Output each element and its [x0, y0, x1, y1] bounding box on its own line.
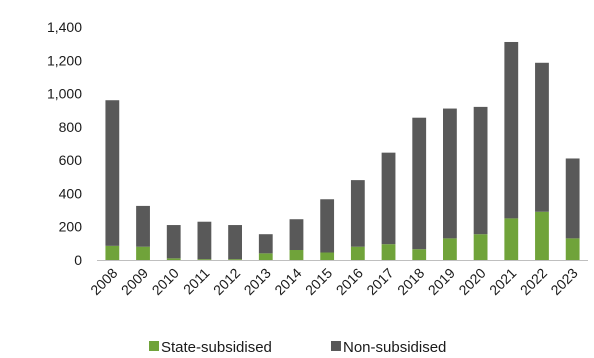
bar-non-subsidised-2014	[289, 219, 304, 251]
x-tick-label: 2008	[87, 265, 120, 298]
x-tick-label: 2012	[210, 265, 243, 298]
bar-non-subsidised-2019	[443, 108, 457, 239]
x-tick-label: 2014	[271, 265, 304, 298]
bar-non-subsidised-2009	[136, 205, 150, 247]
bar-state-subsidised-2014	[289, 250, 304, 260]
y-axis-tick-labels: 0 200 400 600 800 1,000 1,200 1,400	[47, 19, 82, 268]
bar-state-subsidised-2019	[443, 238, 457, 260]
bar-state-subsidised-2011	[197, 259, 212, 260]
x-tick-label: 2013	[241, 265, 274, 298]
bar-non-subsidised-2013	[258, 234, 273, 254]
x-tick-label: 2018	[394, 265, 427, 298]
x-tick-label: 2020	[455, 265, 488, 298]
y-tick-label: 1,200	[47, 52, 82, 68]
y-tick-label: 400	[59, 185, 83, 201]
y-tick-label: 800	[59, 119, 83, 135]
x-tick-label: 2015	[302, 265, 335, 298]
bar-non-subsidised-2016	[350, 180, 365, 247]
bar-state-subsidised-2009	[136, 246, 150, 260]
bar-non-subsidised-2015	[320, 199, 335, 253]
y-tick-label: 600	[59, 152, 83, 168]
legend-non-subsidised-swatch	[331, 341, 341, 351]
bar-state-subsidised-2012	[228, 259, 242, 260]
y-tick-label: 1,400	[47, 19, 82, 35]
bar-state-subsidised-2013	[258, 253, 273, 260]
x-tick-label: 2011	[180, 265, 213, 298]
bar-state-subsidised-2018	[412, 249, 427, 260]
bar-non-subsidised-2017	[381, 152, 396, 245]
x-axis-tick-labels: 2008200920102011201220132014201520162017…	[87, 265, 581, 298]
bar-state-subsidised-2023	[565, 238, 580, 260]
bar-non-subsidised-2020	[473, 106, 488, 235]
bar-state-subsidised-2021	[504, 218, 519, 260]
legend: State-subsidised Non-subsidised	[149, 339, 446, 356]
bar-non-subsidised-2021	[504, 41, 519, 219]
bar-non-subsidised-2012	[228, 225, 242, 260]
x-tick-label: 2016	[333, 265, 366, 298]
bar-state-subsidised-2010	[166, 258, 181, 260]
bar-non-subsidised-2011	[197, 221, 212, 260]
legend-state-subsidised-label: State-subsidised	[161, 339, 272, 356]
legend-state-subsidised-swatch	[149, 341, 159, 351]
legend-non-subsidised-label: Non-subsidised	[343, 339, 446, 356]
bars	[105, 41, 580, 260]
y-tick-label: 200	[59, 219, 83, 235]
x-tick-label: 2022	[517, 265, 550, 298]
x-tick-label: 2009	[118, 265, 151, 298]
bar-non-subsidised-2010	[166, 225, 181, 259]
bar-non-subsidised-2022	[535, 62, 549, 212]
bar-state-subsidised-2020	[473, 234, 488, 260]
bar-state-subsidised-2008	[105, 245, 120, 260]
x-tick-label: 2017	[363, 265, 396, 298]
x-tick-label: 2021	[486, 265, 519, 298]
bar-state-subsidised-2022	[535, 211, 549, 260]
bar-state-subsidised-2017	[381, 244, 396, 260]
x-tick-label: 2023	[547, 265, 580, 298]
y-tick-label: 0	[74, 252, 82, 268]
x-tick-label: 2019	[425, 265, 458, 298]
bar-non-subsidised-2008	[105, 100, 120, 246]
bar-state-subsidised-2016	[350, 246, 365, 260]
bar-state-subsidised-2015	[320, 252, 335, 260]
y-tick-label: 1,000	[47, 86, 82, 102]
bar-non-subsidised-2018	[412, 117, 427, 250]
bar-non-subsidised-2023	[565, 158, 580, 239]
x-tick-label: 2010	[148, 265, 181, 298]
